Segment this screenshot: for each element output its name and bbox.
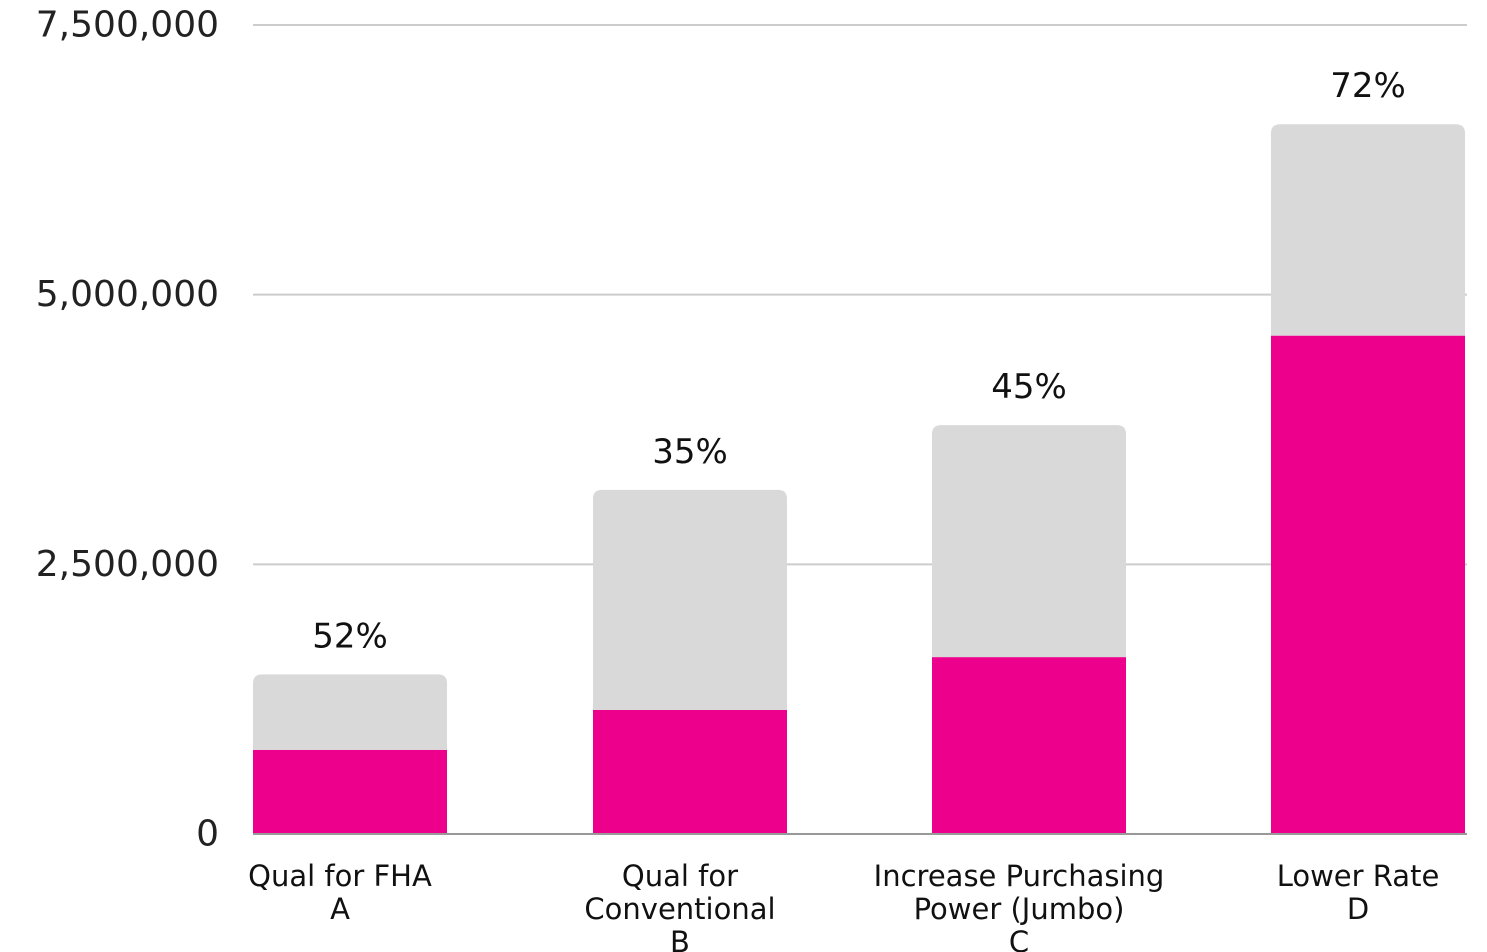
- bar-segment-total-remainder: [1271, 124, 1465, 336]
- y-tick-label: 0: [196, 814, 219, 855]
- bar-percent-label: 72%: [1330, 66, 1406, 106]
- y-axis-tick-labels: 0 2,500,000 5,000,000 7,500,000: [36, 5, 219, 855]
- bar-segment-highlighted: [932, 657, 1126, 834]
- bar-segment-highlighted: [593, 709, 787, 834]
- x-category-label-line: Lower Rate: [1277, 859, 1440, 893]
- x-category-label: Qual for FHA A: [248, 859, 432, 926]
- x-category-label: Increase Purchasing Power (Jumbo) C: [874, 859, 1165, 952]
- x-category-label-line: Qual for: [622, 859, 738, 893]
- x-category-label-line: Increase Purchasing: [874, 859, 1165, 893]
- bar-segment-total-remainder: [593, 489, 787, 710]
- x-category-label: Lower Rate D: [1277, 859, 1440, 926]
- bar-segment-total-remainder: [932, 425, 1126, 658]
- x-category-label-line: B: [670, 925, 690, 952]
- data-labels: 52% 35% 45% 72%: [312, 66, 1406, 656]
- x-category-label-line: Qual for FHA: [248, 859, 432, 893]
- bar-segment-highlighted: [253, 749, 447, 834]
- bar-segment-highlighted: [1271, 335, 1465, 834]
- x-category-label-line: C: [1009, 925, 1029, 952]
- x-category-label: Qual for Conventional B: [584, 859, 775, 952]
- bar-percent-label: 52%: [312, 616, 388, 656]
- y-tick-label: 7,500,000: [36, 5, 219, 46]
- bar-percent-label: 45%: [991, 367, 1067, 407]
- gridlines: [253, 24, 1467, 566]
- y-tick-label: 2,500,000: [36, 544, 219, 585]
- x-category-label-line: D: [1347, 892, 1369, 926]
- x-category-label-line: Power (Jumbo): [914, 892, 1125, 926]
- bars: [253, 124, 1465, 834]
- bar-percent-label: 35%: [652, 432, 728, 472]
- bar-segment-total-remainder: [253, 674, 447, 750]
- x-axis-category-labels: Qual for FHA A Qual for Conventional B Increa…: [248, 859, 1439, 952]
- y-tick-label: 5,000,000: [36, 274, 219, 315]
- x-category-label-line: A: [330, 892, 350, 926]
- x-category-label-line: Conventional: [584, 892, 775, 926]
